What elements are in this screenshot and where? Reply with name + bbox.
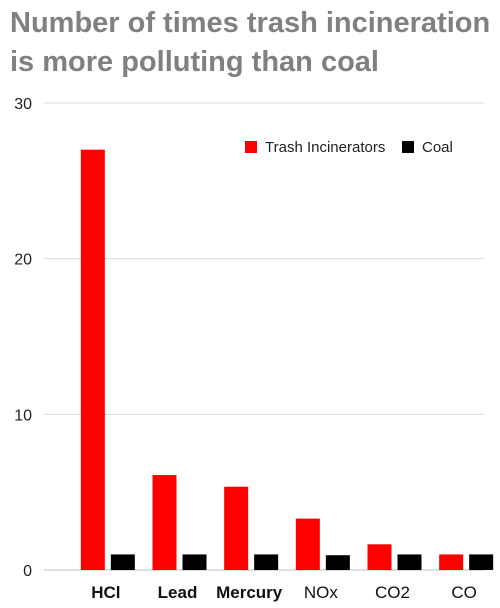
legend-swatch-trash-incinerators <box>245 141 257 153</box>
x-category-label: HCl <box>91 583 120 602</box>
x-category-label: CO <box>451 583 477 602</box>
y-tick-label: 30 <box>14 96 32 113</box>
x-category-label: CO2 <box>375 583 410 602</box>
bar-trash-incinerators <box>152 475 177 570</box>
bars <box>80 149 494 570</box>
bar-coal <box>254 554 279 570</box>
bar-coal <box>110 554 135 570</box>
x-category-label: Mercury <box>216 583 283 602</box>
bar-coal <box>182 554 207 570</box>
bar-trash-incinerators <box>295 518 320 570</box>
legend: Trash Incinerators Coal <box>245 139 453 156</box>
x-category-label: Lead <box>158 583 198 602</box>
bar-coal <box>397 554 422 570</box>
bar-coal <box>325 555 350 570</box>
legend-label-trash-incinerators: Trash Incinerators <box>265 139 385 156</box>
bar-trash-incinerators <box>439 554 464 570</box>
chart-title-line-1: Number of times trash incineration <box>10 7 491 39</box>
y-tick-label: 20 <box>14 252 32 269</box>
legend-swatch-coal <box>402 141 414 153</box>
gridlines <box>44 102 484 571</box>
y-axis-ticks: 0 10 20 30 <box>14 96 32 580</box>
chart-title-line-2: is more polluting than coal <box>10 46 379 78</box>
bar-coal <box>469 554 494 570</box>
bar-trash-incinerators <box>367 544 392 570</box>
bar-trash-incinerators <box>80 149 105 570</box>
x-category-label: NOx <box>304 583 339 602</box>
y-tick-label: 10 <box>14 407 32 424</box>
y-tick-label: 0 <box>23 563 32 580</box>
chart-title: Number of times trash incineration is mo… <box>10 4 496 82</box>
bar-trash-incinerators <box>224 486 249 570</box>
legend-label-coal: Coal <box>422 139 453 156</box>
x-axis-categories: HCl Lead Mercury NOx CO2 CO <box>91 583 477 602</box>
